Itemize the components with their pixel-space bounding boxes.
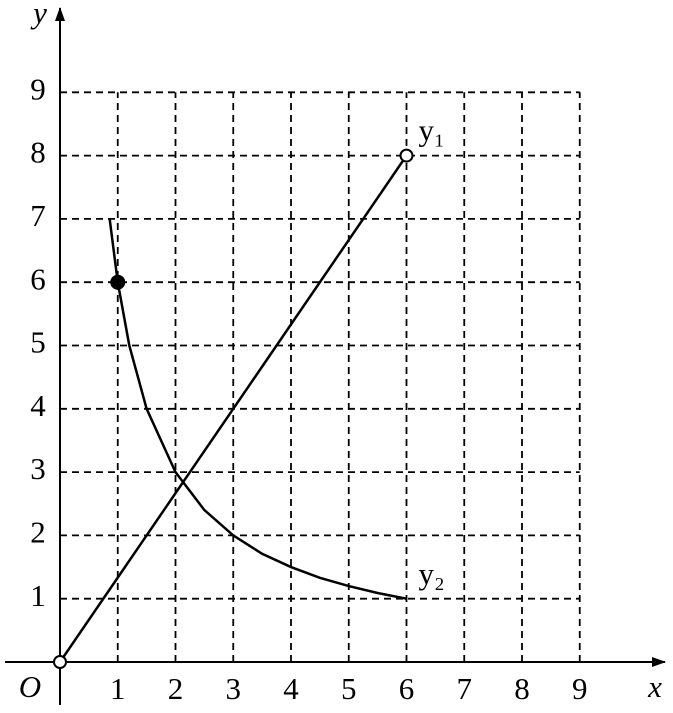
y-tick-label: 8 (30, 135, 46, 170)
y-tick-label: 6 (30, 261, 46, 296)
point (110, 274, 126, 290)
point (53, 655, 67, 669)
point (399, 148, 414, 163)
origin-label: O (19, 669, 41, 704)
x-tick-label: 4 (283, 671, 299, 706)
x-tick-label: 9 (572, 671, 588, 706)
x-tick-label: 6 (399, 671, 415, 706)
x-tick-label: 8 (514, 671, 530, 706)
series-label: y₂ (419, 556, 445, 591)
y-tick-label: 4 (30, 388, 46, 423)
x-tick-label: 7 (457, 671, 473, 706)
y-tick-label: 1 (30, 578, 46, 613)
y-tick-label: 3 (30, 451, 46, 486)
x-tick-label: 1 (110, 671, 126, 706)
y-tick-label: 7 (30, 198, 46, 233)
x-tick-label: 2 (168, 671, 184, 706)
y-tick-label: 9 (30, 71, 46, 106)
series-line (58, 154, 408, 663)
series-line (108, 218, 407, 600)
x-tick-label: 5 (341, 671, 357, 706)
series-label: y₁ (419, 113, 445, 148)
y-tick-label: 2 (30, 515, 46, 550)
x-axis-label: x (647, 669, 662, 704)
y-axis-label: y (30, 0, 47, 30)
x-tick-label: 3 (226, 671, 242, 706)
y-tick-label: 5 (30, 325, 46, 360)
